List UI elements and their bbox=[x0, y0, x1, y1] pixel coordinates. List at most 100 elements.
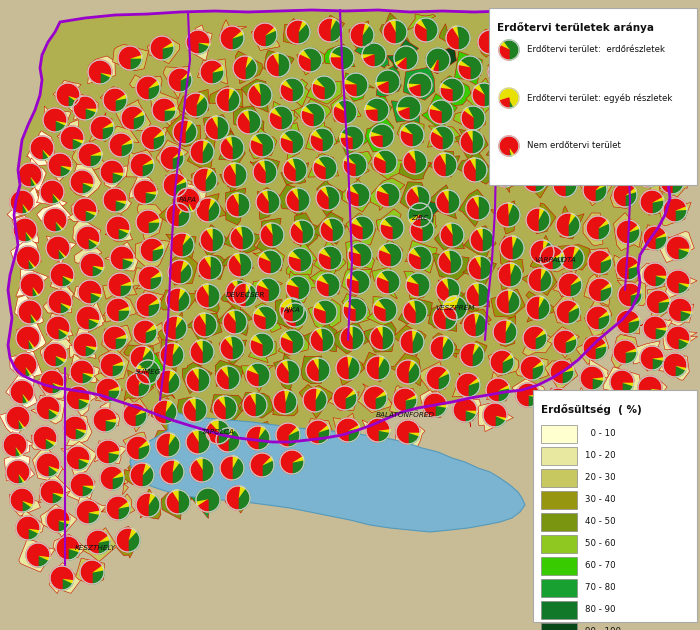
Polygon shape bbox=[445, 306, 457, 330]
Polygon shape bbox=[488, 65, 500, 84]
Polygon shape bbox=[196, 94, 204, 105]
Polygon shape bbox=[130, 410, 525, 532]
Polygon shape bbox=[409, 215, 420, 225]
Polygon shape bbox=[27, 131, 55, 166]
Polygon shape bbox=[663, 353, 687, 377]
Polygon shape bbox=[552, 251, 564, 258]
Polygon shape bbox=[509, 146, 515, 156]
Polygon shape bbox=[647, 57, 676, 83]
Polygon shape bbox=[125, 460, 150, 485]
Polygon shape bbox=[190, 460, 202, 482]
Polygon shape bbox=[70, 164, 101, 198]
Polygon shape bbox=[15, 445, 21, 457]
Polygon shape bbox=[640, 224, 671, 251]
Polygon shape bbox=[233, 283, 245, 307]
Polygon shape bbox=[490, 109, 516, 139]
Polygon shape bbox=[60, 126, 84, 150]
Polygon shape bbox=[595, 342, 607, 348]
Polygon shape bbox=[650, 100, 676, 132]
Polygon shape bbox=[133, 320, 154, 344]
Polygon shape bbox=[376, 82, 388, 87]
Polygon shape bbox=[286, 190, 298, 212]
Polygon shape bbox=[126, 150, 151, 177]
Polygon shape bbox=[185, 120, 192, 132]
Polygon shape bbox=[85, 108, 97, 120]
Polygon shape bbox=[528, 395, 540, 407]
Polygon shape bbox=[90, 151, 102, 155]
Polygon shape bbox=[565, 173, 572, 185]
Polygon shape bbox=[138, 374, 146, 385]
Polygon shape bbox=[490, 30, 496, 42]
Polygon shape bbox=[25, 365, 33, 375]
Polygon shape bbox=[85, 108, 97, 112]
Polygon shape bbox=[183, 454, 216, 484]
Polygon shape bbox=[383, 21, 395, 44]
Polygon shape bbox=[133, 110, 144, 118]
Polygon shape bbox=[285, 330, 304, 354]
Polygon shape bbox=[301, 112, 313, 127]
Polygon shape bbox=[350, 270, 370, 294]
Polygon shape bbox=[548, 33, 555, 45]
Polygon shape bbox=[554, 115, 582, 142]
Polygon shape bbox=[135, 239, 169, 270]
Polygon shape bbox=[362, 25, 374, 47]
Polygon shape bbox=[271, 101, 298, 130]
Polygon shape bbox=[235, 226, 242, 238]
Polygon shape bbox=[206, 423, 218, 444]
Polygon shape bbox=[330, 18, 336, 30]
Polygon shape bbox=[491, 289, 525, 319]
Polygon shape bbox=[306, 360, 318, 382]
Polygon shape bbox=[280, 450, 302, 474]
Polygon shape bbox=[55, 355, 64, 367]
Polygon shape bbox=[106, 216, 130, 240]
Polygon shape bbox=[96, 378, 119, 402]
Polygon shape bbox=[290, 276, 310, 300]
Text: Erdősültség  ( %): Erdősültség ( %) bbox=[541, 404, 642, 415]
Polygon shape bbox=[399, 162, 431, 180]
Bar bbox=[541, 557, 577, 575]
Bar bbox=[541, 469, 577, 487]
Polygon shape bbox=[30, 312, 38, 323]
Polygon shape bbox=[172, 345, 184, 367]
Polygon shape bbox=[662, 329, 698, 350]
Polygon shape bbox=[344, 156, 355, 165]
Polygon shape bbox=[564, 90, 576, 114]
Polygon shape bbox=[473, 196, 478, 208]
Polygon shape bbox=[90, 292, 102, 297]
Polygon shape bbox=[32, 435, 52, 449]
Polygon shape bbox=[163, 66, 190, 99]
Polygon shape bbox=[73, 96, 97, 120]
Polygon shape bbox=[650, 388, 661, 400]
Polygon shape bbox=[405, 241, 438, 273]
Polygon shape bbox=[17, 323, 46, 353]
Polygon shape bbox=[262, 456, 273, 465]
Text: BALATONFÖRED: BALATONFÖRED bbox=[375, 411, 435, 418]
Polygon shape bbox=[130, 75, 162, 94]
Polygon shape bbox=[202, 340, 214, 364]
Polygon shape bbox=[505, 24, 537, 52]
Polygon shape bbox=[130, 54, 142, 58]
Polygon shape bbox=[204, 115, 234, 140]
Polygon shape bbox=[592, 377, 604, 381]
Polygon shape bbox=[237, 112, 249, 134]
Polygon shape bbox=[658, 297, 670, 302]
Polygon shape bbox=[628, 228, 640, 244]
Polygon shape bbox=[212, 65, 224, 72]
Polygon shape bbox=[92, 570, 104, 584]
Polygon shape bbox=[50, 263, 74, 287]
Polygon shape bbox=[675, 88, 687, 102]
Polygon shape bbox=[416, 20, 426, 30]
Polygon shape bbox=[172, 343, 179, 355]
Polygon shape bbox=[414, 150, 427, 174]
Polygon shape bbox=[675, 365, 687, 370]
Polygon shape bbox=[312, 358, 318, 370]
Polygon shape bbox=[180, 260, 188, 272]
Polygon shape bbox=[6, 406, 30, 430]
Polygon shape bbox=[408, 84, 420, 89]
Polygon shape bbox=[55, 220, 64, 230]
Polygon shape bbox=[168, 435, 180, 457]
Polygon shape bbox=[122, 258, 134, 261]
Polygon shape bbox=[202, 284, 208, 296]
Polygon shape bbox=[520, 139, 548, 168]
Polygon shape bbox=[463, 391, 482, 427]
